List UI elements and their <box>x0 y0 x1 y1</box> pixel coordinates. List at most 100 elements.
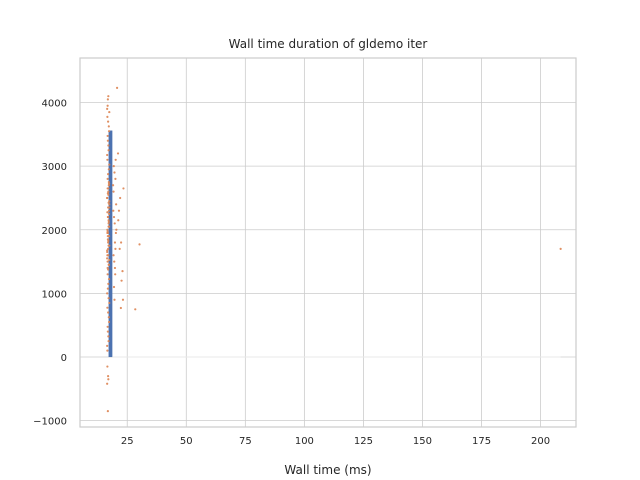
data-point <box>113 260 116 263</box>
data-point <box>107 219 110 222</box>
data-point <box>119 196 122 200</box>
data-point <box>113 266 117 270</box>
y-tick-label: 2000 <box>42 226 67 237</box>
data-point <box>108 203 111 206</box>
data-point <box>107 247 110 250</box>
data-point <box>112 165 115 168</box>
data-point <box>106 260 109 263</box>
data-point <box>121 298 125 301</box>
data-point <box>107 168 110 171</box>
data-point <box>106 292 109 295</box>
data-point <box>134 308 137 311</box>
data-point <box>106 344 109 347</box>
data-point <box>107 209 111 212</box>
data-point <box>107 173 110 176</box>
data-point <box>106 211 109 214</box>
data-point <box>106 330 109 333</box>
y-tick-label: 0 <box>61 353 67 364</box>
chart-title: Wall time duration of gldemo iter <box>229 37 428 51</box>
data-point <box>107 193 110 196</box>
bar-layer <box>108 130 561 358</box>
data-point <box>112 190 115 193</box>
data-point <box>107 316 110 319</box>
x-tick-labels: 25 50 75 100 125 150 175 200 <box>121 436 550 447</box>
data-point <box>107 184 110 187</box>
data-point <box>114 158 117 161</box>
data-point <box>118 247 121 250</box>
data-point <box>106 104 109 107</box>
data-point <box>117 209 121 212</box>
data-point <box>108 258 111 262</box>
data-point <box>108 301 111 305</box>
plot-area <box>79 57 577 428</box>
x-axis-label: Wall time (ms) <box>284 463 371 477</box>
x-tick-label: 75 <box>239 436 252 447</box>
data-point <box>107 222 110 225</box>
data-point <box>120 279 123 282</box>
data-point <box>116 152 120 155</box>
data-point <box>107 254 110 257</box>
y-tick-label: 3000 <box>42 162 67 173</box>
x-tick-label: 200 <box>531 436 550 447</box>
data-point <box>106 139 109 142</box>
data-point <box>107 95 110 98</box>
data-point <box>111 184 115 187</box>
data-point <box>106 107 109 110</box>
data-point <box>108 200 111 203</box>
grid-layer <box>80 58 576 427</box>
data-point <box>107 335 110 338</box>
data-point <box>106 306 109 309</box>
data-point <box>114 273 117 276</box>
data-point <box>113 171 116 174</box>
data-point <box>107 149 110 152</box>
data-point <box>114 177 117 180</box>
data-point <box>106 134 109 138</box>
x-tick-label: 25 <box>121 436 134 447</box>
data-point <box>119 306 122 310</box>
data-point <box>106 409 109 413</box>
data-point <box>112 209 115 212</box>
data-point <box>106 187 109 190</box>
data-point <box>106 287 109 290</box>
data-point <box>106 231 109 235</box>
duration-bar <box>108 130 113 358</box>
data-point <box>108 163 111 166</box>
x-tick-label: 150 <box>413 436 432 447</box>
data-point <box>107 130 111 133</box>
data-point <box>112 254 115 257</box>
data-point <box>122 187 125 190</box>
data-point <box>121 270 124 273</box>
data-point <box>115 228 118 231</box>
data-point <box>559 247 562 250</box>
data-point <box>115 203 118 206</box>
data-point <box>107 125 110 128</box>
data-point <box>107 311 110 314</box>
y-tick-label: 4000 <box>42 99 67 110</box>
data-point <box>107 206 110 209</box>
y-tick-labels: −1000 0 1000 2000 3000 4000 <box>33 99 67 428</box>
data-point <box>113 298 116 301</box>
data-point <box>106 238 109 241</box>
data-point <box>106 228 109 231</box>
data-point <box>106 266 109 270</box>
data-point <box>106 365 109 368</box>
data-point <box>107 225 110 228</box>
point-layer <box>106 86 562 413</box>
data-point <box>106 115 109 118</box>
data-point <box>106 349 109 352</box>
data-point <box>108 110 111 114</box>
x-tick-label: 175 <box>472 436 491 447</box>
data-point <box>106 196 109 200</box>
data-point <box>107 263 110 266</box>
data-point <box>106 257 109 260</box>
data-point <box>115 86 119 90</box>
data-point <box>107 180 110 184</box>
data-point <box>106 158 109 161</box>
data-point <box>106 98 109 101</box>
data-point <box>106 273 109 276</box>
data-point <box>107 297 110 300</box>
data-point <box>107 340 110 343</box>
axes-frame <box>79 57 577 428</box>
